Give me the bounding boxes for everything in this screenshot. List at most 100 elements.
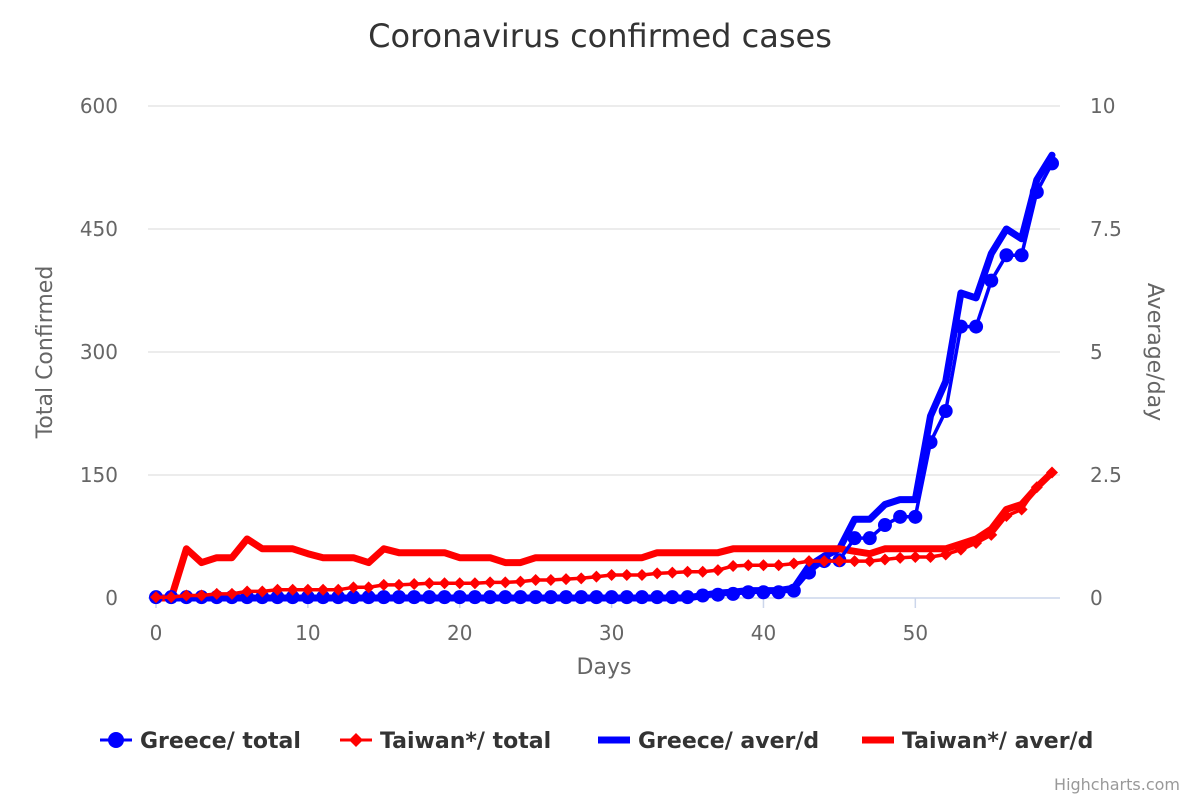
data-point <box>317 583 330 596</box>
data-point <box>711 564 724 577</box>
legend[interactable]: Greece/ total Taiwan*/ total Greece/ aver/… <box>100 729 1093 754</box>
data-point <box>407 590 422 605</box>
data-point <box>1000 510 1013 522</box>
data-point <box>847 531 862 546</box>
series-2[interactable] <box>152 151 1056 602</box>
y2-tick-label: 0 <box>1090 586 1103 610</box>
chart-title: Coronavirus confirmed cases <box>368 17 832 55</box>
data-point <box>483 590 498 605</box>
y-tick-label: 150 <box>80 463 118 487</box>
x-tick-label: 0 <box>150 621 163 645</box>
data-point <box>346 590 361 605</box>
data-point <box>1045 156 1059 171</box>
data-point <box>392 578 405 591</box>
data-point <box>619 590 634 605</box>
data-point <box>1030 481 1043 494</box>
data-point <box>165 591 178 604</box>
legend-label: Greece/ aver/d <box>638 729 819 754</box>
data-point <box>908 509 923 524</box>
y2-axis-title: Average/day <box>1142 283 1167 421</box>
data-point <box>923 435 938 450</box>
y2-tick-label: 10 <box>1090 94 1115 118</box>
data-point <box>544 573 557 586</box>
legend-item[interactable]: Taiwan*/ aver/d <box>862 729 1093 754</box>
data-point <box>560 573 573 586</box>
y-tick-label: 0 <box>105 586 118 610</box>
data-point <box>499 576 512 589</box>
series-line-average <box>152 151 1056 602</box>
x-tick-label: 30 <box>599 621 624 645</box>
data-point <box>361 590 376 605</box>
data-point <box>604 590 619 605</box>
data-point <box>984 273 999 288</box>
data-point <box>786 583 801 598</box>
data-point <box>970 537 983 550</box>
data-point <box>680 590 695 605</box>
legend-item[interactable]: Taiwan*/ total <box>340 729 551 754</box>
data-point <box>924 551 937 563</box>
data-point <box>605 569 618 582</box>
data-point <box>894 551 907 564</box>
data-point <box>665 590 680 605</box>
data-point <box>727 560 740 573</box>
data-point <box>877 518 892 533</box>
legend-label: Taiwan*/ total <box>380 729 551 754</box>
series-0[interactable] <box>149 156 1059 605</box>
data-point <box>666 566 679 579</box>
data-point <box>210 587 223 600</box>
legend-label: Greece/ total <box>140 729 301 754</box>
data-point <box>285 590 300 605</box>
y-tick-label: 300 <box>80 340 118 364</box>
data-point <box>756 585 771 600</box>
data-point <box>529 573 542 586</box>
data-point <box>878 553 891 566</box>
data-point <box>1029 185 1044 200</box>
y2-tick-label: 2.5 <box>1090 463 1122 487</box>
data-point <box>848 555 861 568</box>
data-point <box>241 585 254 598</box>
data-point <box>438 577 451 590</box>
data-point <box>1014 248 1029 263</box>
data-point <box>651 567 664 580</box>
data-point <box>909 551 922 563</box>
data-point <box>225 587 238 600</box>
data-point <box>938 404 953 419</box>
series-group[interactable] <box>149 151 1059 605</box>
series-1[interactable] <box>150 466 1058 604</box>
data-point <box>331 590 346 605</box>
y-tick-label: 600 <box>80 94 118 118</box>
data-point <box>695 588 710 603</box>
legend-marker-circle <box>108 732 124 748</box>
legend-label: Taiwan*/ aver/d <box>902 729 1093 754</box>
data-point <box>391 590 406 605</box>
data-point <box>726 586 741 601</box>
data-point <box>423 577 436 590</box>
data-point <box>833 555 846 568</box>
data-point <box>634 590 649 605</box>
data-point <box>528 590 543 605</box>
data-point <box>893 509 908 524</box>
data-point <box>347 581 360 594</box>
data-point <box>271 583 284 596</box>
data-point <box>787 557 800 570</box>
data-point <box>590 570 603 583</box>
data-point <box>635 569 648 582</box>
x-axis-title: Days <box>577 655 632 680</box>
data-point <box>954 543 967 556</box>
data-point <box>1046 466 1058 479</box>
legend-marker-diamond <box>349 733 363 747</box>
data-point <box>452 590 467 605</box>
data-point <box>468 577 481 590</box>
data-point <box>300 590 315 605</box>
data-point <box>757 559 770 572</box>
legend-item[interactable]: Greece/ total <box>100 729 301 754</box>
data-point <box>681 565 694 578</box>
data-point <box>620 569 633 582</box>
series-3[interactable] <box>152 469 1056 602</box>
credits-link[interactable]: Highcharts.com <box>1054 775 1180 794</box>
legend-item[interactable]: Greece/ aver/d <box>598 729 819 754</box>
data-point <box>559 590 574 605</box>
data-point <box>513 590 528 605</box>
